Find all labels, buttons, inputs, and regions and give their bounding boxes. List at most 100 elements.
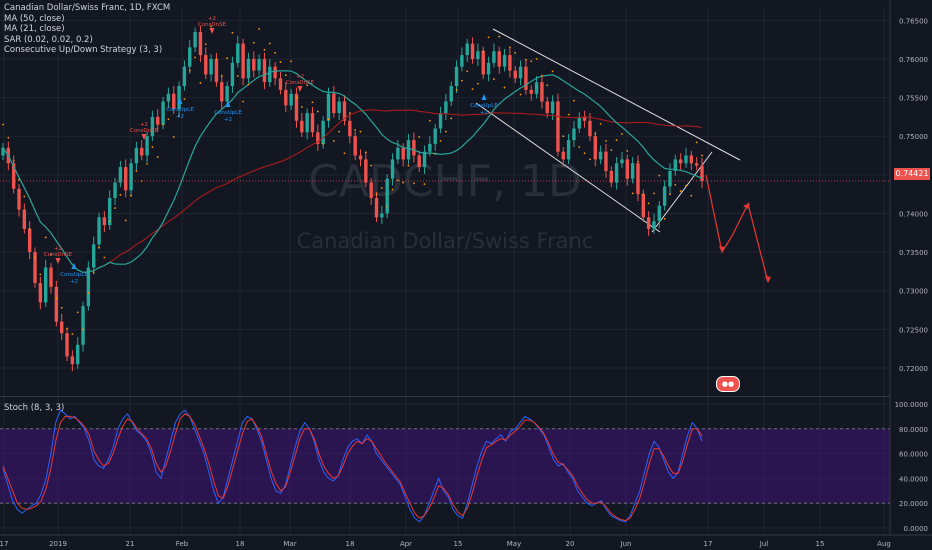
stoch-k-line xyxy=(2,409,703,523)
candle-body xyxy=(358,155,363,160)
sar-dot xyxy=(204,43,207,46)
sar-dot xyxy=(428,119,431,122)
sar-dot xyxy=(423,183,426,186)
candle-body xyxy=(614,163,619,183)
legend-study-sar[interactable]: SAR (0.02, 0.02, 0.2) xyxy=(4,34,93,45)
sar-dot xyxy=(476,82,479,85)
logo-badge-icon[interactable]: ●● xyxy=(716,376,740,392)
candle-body xyxy=(284,89,288,106)
sar-dot xyxy=(50,253,52,256)
stoch-tick-label: 0.0000 xyxy=(904,525,929,533)
candle-body xyxy=(582,116,587,121)
time-tick-label: 17 xyxy=(704,540,713,548)
sar-dot xyxy=(194,56,196,59)
candle-body xyxy=(577,116,581,129)
stoch-legend[interactable]: Stoch (8, 3, 3) xyxy=(4,403,65,413)
sar-dot xyxy=(375,193,378,196)
candle-body xyxy=(476,51,480,59)
sar-dot xyxy=(87,292,90,294)
sar-dot xyxy=(690,194,693,197)
sar-dot xyxy=(583,152,586,155)
current-price-tag: 0.74421 xyxy=(894,168,930,180)
candle-body xyxy=(518,66,523,79)
ma50-line xyxy=(2,109,703,273)
candle-body xyxy=(252,58,256,71)
sar-dot xyxy=(348,112,351,114)
sar-dot xyxy=(76,311,79,314)
candle-body xyxy=(465,43,469,56)
candle-body xyxy=(38,282,43,303)
legend-symbol[interactable]: Canadian Dollar/Swiss Franc, 1D, FXCM xyxy=(4,3,171,13)
arrow-head xyxy=(743,203,750,209)
candle-body xyxy=(369,182,373,199)
ma21-line xyxy=(2,70,703,273)
sar-dot xyxy=(44,236,47,239)
time-tick-label: Jun xyxy=(620,540,632,548)
time-tick-label: 18 xyxy=(236,540,245,548)
time-tick-label: May xyxy=(507,540,521,548)
time-tick-label: 2019 xyxy=(49,540,67,548)
sar-dot xyxy=(268,42,271,45)
sar-dot xyxy=(546,84,549,87)
legend-study-ma50[interactable]: MA (50, close) xyxy=(4,13,65,24)
candle-body xyxy=(374,198,379,218)
candle-body xyxy=(1,147,5,156)
candle-body xyxy=(433,128,437,144)
candle-body xyxy=(268,66,272,83)
signal-arrow-icon xyxy=(141,134,147,140)
watermark-name: Canadian Dollar/Swiss Franc xyxy=(297,229,594,253)
sar-dot xyxy=(669,193,671,196)
candle-body xyxy=(294,93,299,121)
sar-dot xyxy=(493,78,495,80)
sar-dot xyxy=(679,190,682,192)
sar-dot xyxy=(119,194,122,196)
sar-dot xyxy=(199,82,202,84)
sar-dot xyxy=(23,195,26,198)
signal-arrow-icon xyxy=(481,94,487,100)
signal-qty: +2 xyxy=(208,16,216,22)
candle-body xyxy=(209,58,213,75)
candle-body xyxy=(321,120,325,144)
sar-dot xyxy=(418,136,421,138)
candle-body xyxy=(529,89,533,94)
candle-body xyxy=(630,163,635,179)
candle-body xyxy=(305,113,309,133)
time-tick-label: Feb xyxy=(176,540,189,548)
candle-body xyxy=(17,188,21,210)
candle-body xyxy=(412,140,416,156)
legend-study-ma21[interactable]: MA (21, close) xyxy=(4,24,65,35)
candle-body xyxy=(502,55,507,67)
candle-body xyxy=(70,356,75,365)
legend-study-strategy[interactable]: Consecutive Up/Down Strategy (3, 3) xyxy=(4,45,163,56)
candle-body xyxy=(497,51,501,67)
candle-body xyxy=(310,113,315,133)
arrow-head xyxy=(719,246,725,253)
candle-body xyxy=(145,136,149,156)
sar-dot xyxy=(386,205,389,208)
sar-dot xyxy=(18,178,20,181)
signal-arrow-icon xyxy=(297,86,303,92)
candle-body xyxy=(406,140,411,160)
candle-body xyxy=(11,163,16,189)
candle-body xyxy=(108,198,112,226)
sar-dot xyxy=(354,129,357,131)
candle-body xyxy=(33,252,37,283)
sar-dot xyxy=(380,187,383,189)
price-tick-label: 0.72000 xyxy=(899,365,928,373)
candle-body xyxy=(556,101,560,152)
sar-dot xyxy=(172,136,175,138)
sar-dot xyxy=(12,160,15,162)
signal-label: ConsUpLE xyxy=(166,107,194,113)
candle-body xyxy=(140,147,144,156)
candle-body xyxy=(422,151,427,168)
sar-dot xyxy=(220,75,223,77)
sar-dot xyxy=(391,188,394,191)
candle-body xyxy=(646,217,651,229)
stoch-d-line xyxy=(2,413,703,522)
candle-body xyxy=(684,155,688,164)
candle-body xyxy=(460,55,464,67)
time-tick-label: 20 xyxy=(566,540,575,548)
arrow-head xyxy=(765,276,771,283)
time-tick-label: 15 xyxy=(816,540,825,548)
